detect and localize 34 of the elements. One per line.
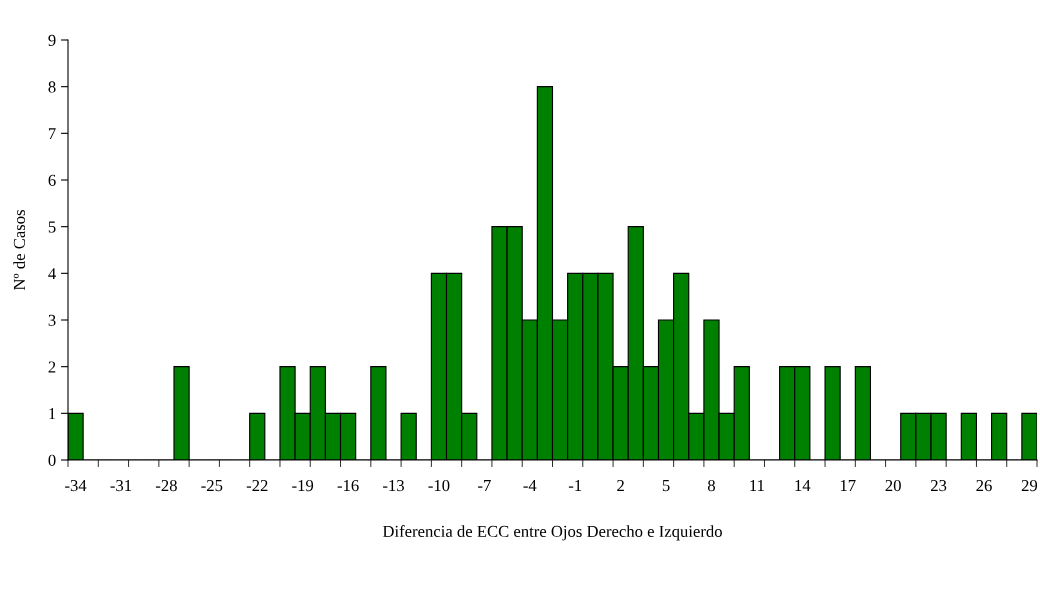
x-tick-label: -19 [292, 479, 314, 492]
x-tick-label: 11 [750, 480, 764, 492]
x-tick-label: 5 [662, 480, 670, 492]
y-tick-label: 3 [48, 314, 56, 326]
y-tick-label: 8 [48, 81, 56, 93]
x-tick-label: -31 [110, 479, 132, 492]
x-tick-label: -10 [428, 479, 450, 492]
x-tick-label: 26 [976, 479, 992, 492]
x-tick-label: 8 [707, 479, 716, 492]
x-tick-label: -25 [201, 479, 223, 492]
x-tick-label: 2 [617, 479, 624, 492]
x-axis-title: Diferencia de ECC entre Ojos Derecho e Izquierdo [382, 525, 722, 541]
x-tick-label: -4 [523, 480, 537, 492]
y-axis-title: Nº de Casos [13, 210, 26, 291]
x-tick-label: -1 [568, 480, 582, 492]
y-tick-label: 5 [48, 221, 56, 233]
x-tick-label: 29 [1021, 479, 1038, 492]
x-tick-label: 17 [840, 480, 856, 492]
x-tick-label: -13 [383, 479, 404, 492]
x-tick-label: -16 [337, 479, 359, 492]
y-tick-label: 7 [48, 128, 56, 140]
y-tick-label: 0 [48, 454, 56, 466]
x-tick-label: -22 [246, 479, 268, 492]
x-tick-label: -7 [478, 480, 491, 492]
y-tick-label: 1 [49, 408, 56, 420]
x-tick-label: 14 [795, 480, 811, 492]
x-tick-label: -34 [65, 479, 87, 492]
x-tick-label: -28 [155, 479, 177, 492]
x-tick-label: 20 [885, 479, 901, 492]
y-tick-label: 9 [48, 34, 56, 46]
y-tick-label: 2 [48, 361, 56, 373]
y-tick-label: 4 [48, 268, 56, 280]
x-tick-label: 23 [930, 479, 947, 492]
y-tick-label: 6 [48, 174, 56, 186]
